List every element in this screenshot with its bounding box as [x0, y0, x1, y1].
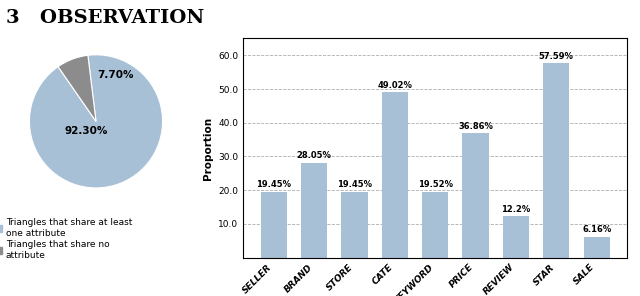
Bar [301, 163, 327, 258]
Text: 36.86%: 36.86% [458, 122, 493, 131]
Y-axis label: Proportion: Proportion [203, 116, 212, 180]
Bar [543, 63, 570, 258]
Bar [503, 216, 529, 258]
Legend: Triangles that share at least
one attribute, Triangles that share no
attribute: Triangles that share at least one attrib… [0, 217, 133, 261]
Text: 49.02%: 49.02% [378, 81, 412, 90]
Text: 7.70%: 7.70% [98, 70, 134, 80]
Bar [422, 192, 448, 258]
Bar [584, 237, 610, 258]
Bar [260, 192, 287, 258]
Bar [381, 92, 408, 258]
Bar [341, 192, 367, 258]
Text: 28.05%: 28.05% [297, 151, 332, 160]
Text: 92.30%: 92.30% [65, 126, 108, 136]
Wedge shape [29, 55, 163, 188]
Text: 12.2%: 12.2% [501, 205, 531, 214]
Text: 19.45%: 19.45% [337, 180, 372, 189]
Text: 19.45%: 19.45% [256, 180, 291, 189]
Text: 19.52%: 19.52% [418, 180, 452, 189]
Text: 57.59%: 57.59% [539, 52, 573, 61]
Text: 3   OBSERVATION: 3 OBSERVATION [6, 9, 205, 27]
Bar [463, 133, 489, 258]
Text: 6.16%: 6.16% [582, 225, 611, 234]
Wedge shape [58, 55, 96, 121]
